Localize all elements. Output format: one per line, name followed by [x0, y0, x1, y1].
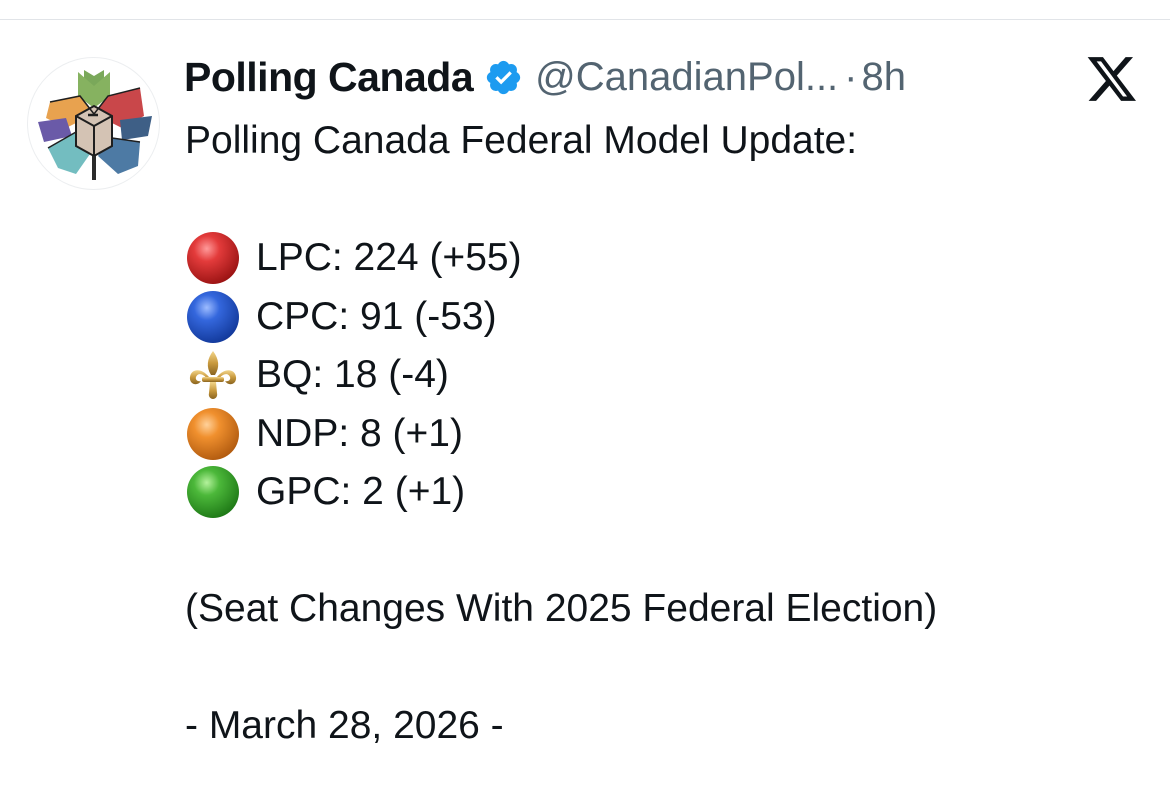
result-line-cpc: CPC: 91 (-53) — [185, 288, 1145, 347]
fleur-de-lis-icon — [185, 347, 241, 403]
tweet-headline: Polling Canada Federal Model Update: — [185, 119, 858, 162]
blue-circle-icon — [185, 289, 241, 345]
meta-separator: · — [844, 54, 858, 99]
result-line-bq: BQ: 18 (-4) — [185, 346, 1145, 405]
result-line-lpc: LPC: 224 (+55) — [185, 229, 1145, 288]
blank-line — [185, 639, 1145, 698]
author-handle[interactable]: @CanadianPol... — [535, 54, 839, 99]
tweet-text: Polling Canada Federal Model Update: LPC… — [185, 112, 1145, 756]
result-text: GPC: 2 (+1) — [256, 470, 466, 513]
verified-badge-icon[interactable] — [484, 58, 523, 97]
avatar[interactable] — [27, 57, 160, 190]
tweet-date-line: - March 28, 2026 - — [185, 704, 504, 747]
tweet-timestamp[interactable]: 8h — [861, 54, 907, 99]
blank-line — [185, 522, 1145, 581]
result-text: LPC: 224 (+55) — [256, 236, 522, 279]
result-line-ndp: NDP: 8 (+1) — [185, 405, 1145, 464]
result-text: NDP: 8 (+1) — [256, 411, 463, 455]
blank-line — [185, 171, 1145, 230]
green-circle-icon — [185, 464, 241, 520]
red-circle-icon — [185, 230, 241, 286]
tweet-note: (Seat Changes With 2025 Federal Election… — [185, 587, 938, 630]
result-text: BQ: 18 (-4) — [256, 353, 449, 396]
orange-circle-icon — [185, 406, 241, 462]
display-name[interactable]: Polling Canada — [184, 53, 474, 100]
top-divider — [0, 19, 1170, 20]
result-line-gpc: GPC: 2 (+1) — [185, 463, 1145, 522]
x-logo-icon[interactable] — [1085, 55, 1139, 103]
tweet-header: Polling Canada @CanadianPol... · 8h — [184, 52, 906, 102]
result-text: CPC: 91 (-53) — [256, 294, 497, 338]
polling-canada-maple-logo-icon — [38, 70, 152, 180]
